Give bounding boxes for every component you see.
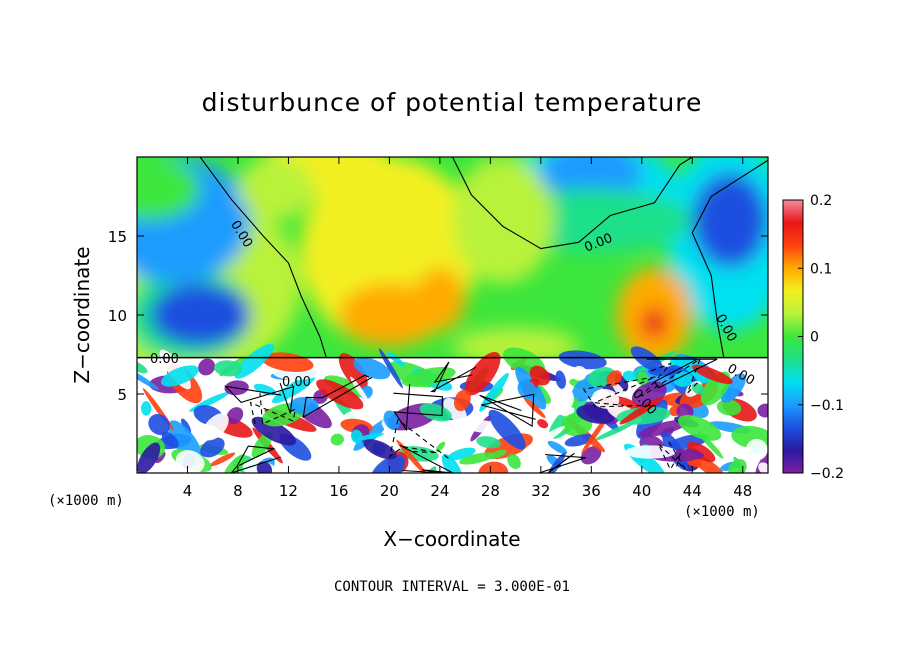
x-axis-ticks: 4 8 12 16 20 24 28 32 36 40 44 48	[183, 157, 752, 500]
x-tick-label: 48	[733, 482, 752, 500]
contour-line	[538, 452, 586, 473]
x-axis-label: X−coordinate	[383, 527, 520, 551]
y-tick-label: 15	[108, 228, 127, 246]
contour-line	[302, 374, 372, 419]
contour-line	[199, 157, 327, 358]
colorbar-tick-label: 0.2	[810, 193, 832, 209]
y-tick-label: 10	[108, 307, 127, 325]
x-tick-label: 4	[183, 482, 193, 500]
y-axis-label: Z−coordinate	[70, 246, 94, 383]
y-tick-label: 5	[117, 386, 127, 404]
x-unit-label-left: (×1000 m)	[48, 493, 124, 509]
contour-line	[224, 382, 295, 414]
colorbar-ticks: 0.2 0.1 0 −0.1 −0.2	[798, 193, 844, 482]
colorbar-tick-label: 0.1	[810, 261, 832, 277]
contour-line	[691, 159, 768, 358]
contour-line	[582, 376, 657, 408]
contour-line	[657, 441, 686, 471]
contour-lines	[199, 157, 768, 473]
colorbar-tick-label: −0.1	[810, 398, 844, 414]
contour-label: 0.00	[282, 375, 311, 390]
contour-line	[430, 361, 476, 393]
y-axis-ticks: 5 10 15	[108, 228, 768, 404]
x-tick-label: 40	[632, 482, 651, 500]
contour-line	[479, 393, 536, 428]
x-tick-label: 36	[582, 482, 601, 500]
contour-interval-text: CONTOUR INTERVAL = 3.000E-01	[334, 579, 570, 595]
x-unit-label-right: (×1000 m)	[684, 504, 760, 520]
contour-line	[230, 445, 281, 473]
field-layer	[137, 157, 768, 473]
x-tick-label: 20	[380, 482, 399, 500]
x-tick-label: 44	[683, 482, 702, 500]
contour-line	[641, 357, 701, 397]
x-tick-label: 12	[279, 482, 298, 500]
contour-label: 0.00	[150, 352, 179, 367]
contour-line	[393, 384, 444, 432]
contour-line	[452, 157, 693, 250]
colorbar-tick-label: −0.2	[810, 466, 844, 482]
x-tick-label: 24	[430, 482, 449, 500]
contour-line	[249, 393, 297, 425]
contour-line	[389, 418, 452, 461]
contour-line	[646, 358, 718, 389]
x-tick-label: 16	[329, 482, 348, 500]
x-tick-label: 8	[233, 482, 243, 500]
chart-title: disturbunce of potential temperature	[202, 88, 703, 117]
x-tick-label: 28	[481, 482, 500, 500]
x-tick-label: 32	[531, 482, 550, 500]
colorbar-tick-label: 0	[810, 330, 819, 346]
